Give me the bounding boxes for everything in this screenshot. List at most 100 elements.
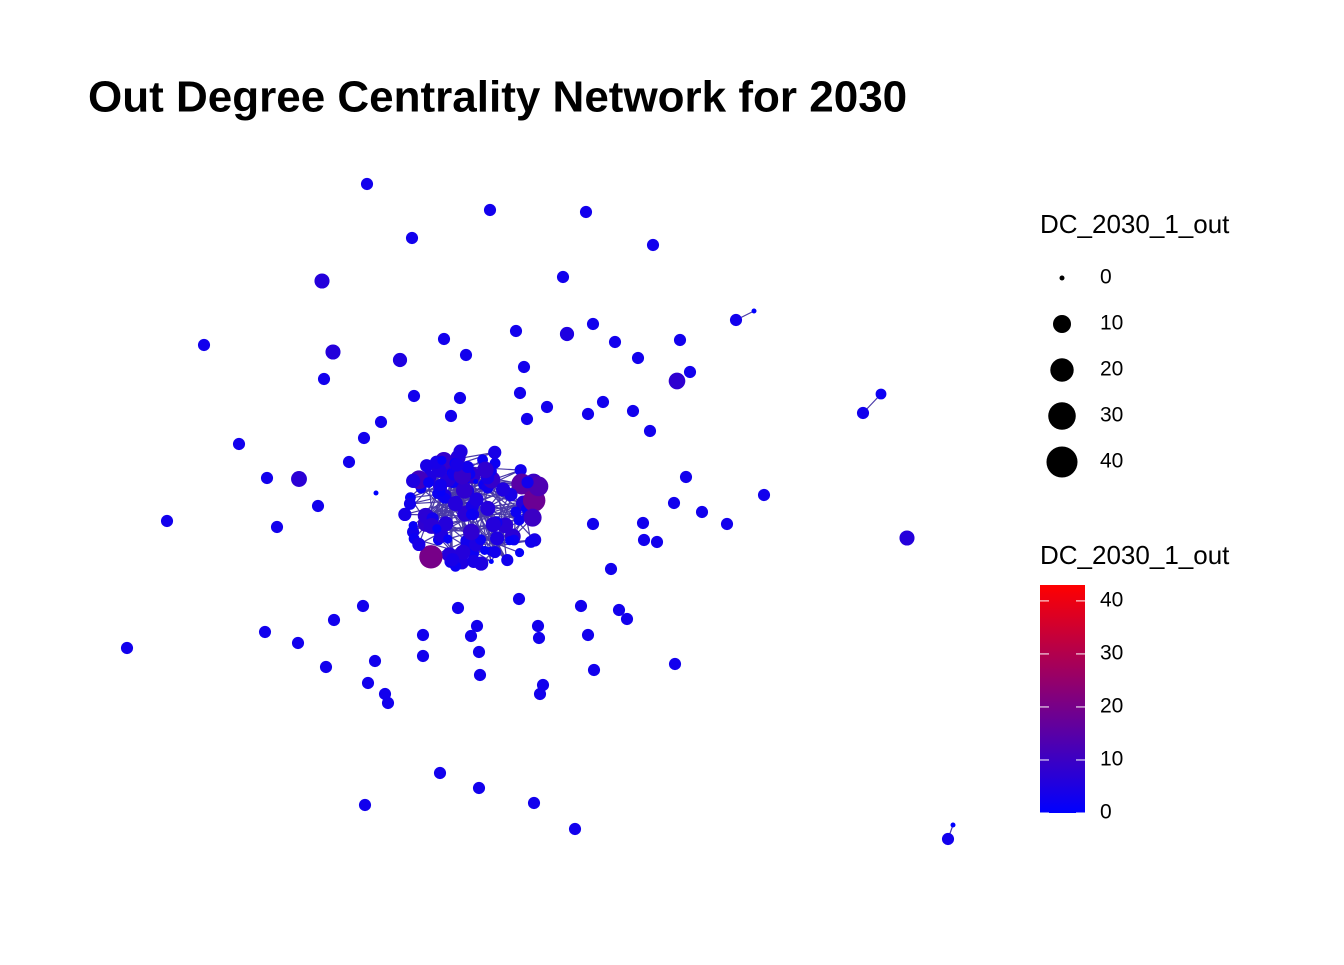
legend-label: 30: [1100, 641, 1123, 664]
node: [684, 366, 696, 378]
node: [680, 471, 692, 483]
node: [467, 555, 480, 568]
node: [343, 456, 355, 468]
node: [432, 524, 441, 533]
node: [644, 425, 656, 437]
legend-title: DC_2030_1_out: [1040, 209, 1230, 239]
node: [328, 614, 340, 626]
node: [453, 444, 467, 458]
node: [605, 563, 617, 575]
node: [669, 658, 681, 670]
node: [488, 446, 501, 459]
legend-label: 40: [1100, 450, 1123, 473]
node: [669, 373, 686, 390]
node: [627, 405, 639, 417]
node: [541, 401, 553, 413]
node: [480, 501, 495, 516]
legend-label: 10: [1100, 748, 1123, 771]
node: [161, 515, 173, 527]
node: [362, 677, 374, 689]
node: [233, 438, 245, 450]
node: [674, 334, 686, 346]
node: [473, 646, 485, 658]
node: [621, 613, 633, 625]
node: [560, 327, 574, 341]
node: [463, 524, 480, 541]
node: [406, 474, 420, 488]
node: [857, 407, 869, 419]
node: [382, 697, 394, 709]
legend-title: DC_2030_1_out: [1040, 540, 1230, 570]
node: [637, 517, 649, 529]
node: [489, 559, 494, 564]
node: [651, 536, 663, 548]
node: [951, 823, 956, 828]
node: [942, 833, 954, 845]
node: [437, 456, 446, 465]
node: [423, 477, 434, 488]
legend-size-key: [1053, 315, 1071, 333]
node: [448, 496, 463, 511]
node: [443, 534, 452, 543]
node: [466, 509, 477, 520]
node: [359, 799, 371, 811]
node: [292, 637, 304, 649]
node: [404, 498, 416, 510]
node: [528, 797, 540, 809]
node: [758, 489, 770, 501]
node: [557, 271, 569, 283]
node: [121, 642, 133, 654]
legend-label: 10: [1100, 312, 1123, 335]
node: [513, 593, 525, 605]
node: [409, 521, 418, 530]
node: [456, 482, 473, 499]
node: [445, 410, 457, 422]
legend-size-key: [1050, 358, 1073, 381]
node: [473, 479, 478, 484]
node: [374, 491, 379, 496]
node: [587, 318, 599, 330]
node: [609, 336, 621, 348]
node: [532, 620, 544, 632]
node: [259, 626, 271, 638]
node: [533, 632, 545, 644]
node: [521, 413, 533, 425]
node: [534, 688, 546, 700]
node: [271, 521, 283, 533]
node: [521, 476, 533, 488]
node: [452, 602, 464, 614]
node: [580, 206, 592, 218]
node: [460, 349, 472, 361]
legend-label: 30: [1100, 404, 1123, 427]
node: [752, 309, 757, 314]
node: [486, 517, 501, 532]
node: [438, 333, 450, 345]
node: [375, 416, 387, 428]
node: [647, 239, 659, 251]
node: [408, 390, 420, 402]
legend-label: 40: [1100, 588, 1123, 611]
node: [417, 629, 429, 641]
node: [490, 531, 504, 545]
node: [357, 600, 369, 612]
node: [588, 664, 600, 676]
node: [489, 546, 501, 558]
node: [582, 408, 594, 420]
node: [412, 538, 425, 551]
node: [261, 472, 273, 484]
node: [638, 534, 650, 546]
legend-label: 0: [1100, 266, 1112, 289]
node: [318, 373, 330, 385]
node: [435, 479, 447, 491]
node: [524, 509, 542, 527]
node: [569, 823, 581, 835]
node: [393, 353, 407, 367]
node: [484, 204, 496, 216]
node: [406, 232, 418, 244]
node: [899, 530, 914, 545]
node: [312, 500, 324, 512]
node: [730, 314, 742, 326]
node: [510, 325, 522, 337]
node: [477, 462, 494, 479]
